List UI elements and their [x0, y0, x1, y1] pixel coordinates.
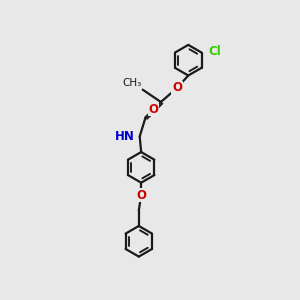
- Text: HN: HN: [115, 130, 134, 143]
- Text: O: O: [136, 188, 146, 202]
- Text: O: O: [149, 103, 159, 116]
- Text: CH₃: CH₃: [122, 78, 141, 88]
- Text: Cl: Cl: [208, 45, 221, 58]
- Text: O: O: [172, 81, 182, 94]
